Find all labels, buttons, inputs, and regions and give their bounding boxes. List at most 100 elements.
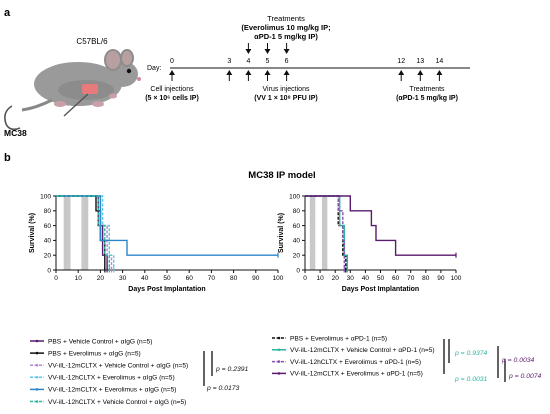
y-tick-label: 100 [289, 193, 300, 200]
x-tick-label: 90 [437, 275, 445, 282]
legend-marker [277, 372, 281, 375]
legend-marker [35, 400, 39, 403]
x-tick-label: 50 [377, 275, 385, 282]
timeline-up-arrowhead [226, 70, 233, 75]
legend-entry-label: VV-iIL-12hCLTX + Everolimus + αIgG (n=5) [48, 375, 175, 382]
x-tick-label: 0 [303, 275, 307, 282]
x-axis-label: Days Post Implantation [342, 286, 419, 293]
x-tick-label: 80 [230, 275, 238, 282]
top-treatment-title: Treatments [267, 14, 305, 23]
timeline-day-label: 3 [227, 58, 231, 65]
significance-brackets-left [203, 351, 213, 386]
p-value-left-2: p = 0.0173 [206, 385, 240, 392]
x-tick-label: 30 [347, 275, 355, 282]
event-cell-injection-line1: Cell injections [150, 86, 194, 93]
x-tick-label: 20 [97, 275, 105, 282]
x-tick-label: 30 [119, 275, 127, 282]
x-tick-label: 40 [362, 275, 370, 282]
y-tick-label: 80 [293, 208, 301, 215]
treatment-day-band [312, 196, 316, 270]
p-value-right-2: p = 0.0031 [454, 376, 488, 383]
timeline-day-label: 6 [285, 58, 289, 65]
y-tick-label: 60 [293, 223, 301, 230]
survival-series-line [56, 195, 115, 270]
x-axis-label: Days Post Implantation [128, 286, 205, 293]
timeline-day-label: 13 [416, 58, 424, 65]
mouse-icon [4, 49, 141, 131]
event-virus-injection-line1: Virus injections [263, 86, 310, 93]
x-tick-label: 100 [273, 275, 284, 282]
y-axis-label: Survival (%) [29, 213, 36, 253]
legend-entry-label: PBS + Everolimus + αIgG (n=5) [48, 350, 141, 357]
legend-marker [277, 348, 281, 352]
timeline-up-arrowhead [245, 70, 252, 75]
treatment-day-band [324, 196, 328, 270]
legend-marker [35, 351, 39, 355]
survival-chart-right: 0 20 40 60 80 100 0 10 20 30 40 50 60 70 80 90 100 Days P… [278, 193, 462, 293]
day-prefix: Day: [147, 65, 161, 72]
x-tick-label: 70 [208, 275, 216, 282]
treatment-day-band [65, 196, 69, 270]
legend-entry-label: VV-iIL-12mCLTX + Everolimus + αPD-1 (n=5… [290, 371, 423, 378]
treatment-day-band [321, 196, 325, 270]
treatment-day-band [63, 196, 67, 270]
survival-series-line [56, 195, 106, 270]
x-tick-label: 20 [332, 275, 340, 282]
timeline-down-arrowhead [264, 49, 271, 54]
legend-marker [35, 363, 39, 367]
timeline-up-arrowhead [264, 70, 271, 75]
legend-right: PBS + Everolimus + αPD-1 (n=5) VV-iIL-12m… [272, 335, 435, 378]
y-tick-label: 80 [44, 208, 52, 215]
event-cell-injection-line2: (5 × 10⁶ cells IP) [145, 95, 199, 102]
timeline-up-arrowhead [169, 70, 175, 75]
survival-chart-left: 0 20 40 60 80 100 0 10 20 30 40 50 60 70 80 90 100 Days P… [29, 193, 284, 293]
legend-marker [35, 388, 39, 391]
tumor-label: MC38 [4, 128, 27, 138]
x-tick-label: 60 [392, 275, 400, 282]
y-tick-label: 0 [296, 267, 300, 274]
y-tick-label: 100 [40, 193, 51, 200]
survival-series-line [56, 195, 111, 270]
y-tick-label: 40 [44, 238, 52, 245]
significance-brackets-right [443, 339, 506, 382]
x-tick-label: 60 [186, 275, 194, 282]
event-late-treatment-line2: (αPD-1 5 mg/kg IP) [396, 95, 458, 102]
legend-marker [35, 339, 39, 343]
x-tick-label: 80 [422, 275, 430, 282]
treatment-day-band [323, 196, 326, 270]
x-tick-label: 40 [141, 275, 149, 282]
y-tick-label: 40 [293, 238, 301, 245]
legend-entry-label: VV-iIL-12mCLTX + Vehicle Control + αPD-1… [290, 347, 435, 354]
y-tick-label: 60 [44, 223, 52, 230]
x-tick-label: 70 [407, 275, 415, 282]
timeline-up-arrowhead [283, 70, 290, 75]
timeline-day-label: 14 [436, 58, 444, 65]
survival-series-line [305, 195, 456, 256]
legend-entry-label: VV-iIL-12mCLTX + Everolimus + αIgG (n=5) [48, 387, 176, 394]
timeline-day-label: 0 [170, 58, 174, 65]
treatment-day-band [85, 196, 89, 270]
legend-left: PBS + Vehicle Control + αIgG (n=5) PBS + … [30, 338, 188, 406]
x-tick-label: 10 [75, 275, 83, 282]
x-tick-label: 90 [252, 275, 260, 282]
panel-b-label: b [4, 152, 11, 164]
y-axis-label: Survival (%) [278, 213, 285, 253]
treatment-day-band [83, 196, 87, 270]
treatment-day-band [309, 196, 313, 270]
legend-entry-label: VV-iIL-12mCLTX + Vehicle Control + αIgG … [48, 363, 188, 370]
p-value-right-3: p = 0.0034 [501, 357, 535, 364]
timeline-day-label: 4 [246, 58, 250, 65]
panel-a-label: a [4, 7, 11, 19]
top-treatment-line2: αPD-1 5 mg/kg IP) [254, 32, 318, 41]
treatment-day-band [311, 196, 314, 270]
x-tick-label: 10 [316, 275, 324, 282]
event-late-treatment-line1: Treatments [409, 86, 445, 93]
p-value-right-4: p = 0.0074 [508, 373, 542, 380]
timeline-day-label: 5 [266, 58, 270, 65]
p-value-left-1: p = 0.2391 [215, 366, 249, 373]
legend-entry-label: VV-iIL-12hCLTX + Vehicle Control + αIgG … [48, 399, 186, 406]
timeline-up-arrowhead [398, 70, 405, 75]
legend-marker [277, 336, 281, 340]
y-tick-label: 0 [47, 267, 51, 274]
p-value-right-1: p = 0.9374 [454, 350, 488, 357]
